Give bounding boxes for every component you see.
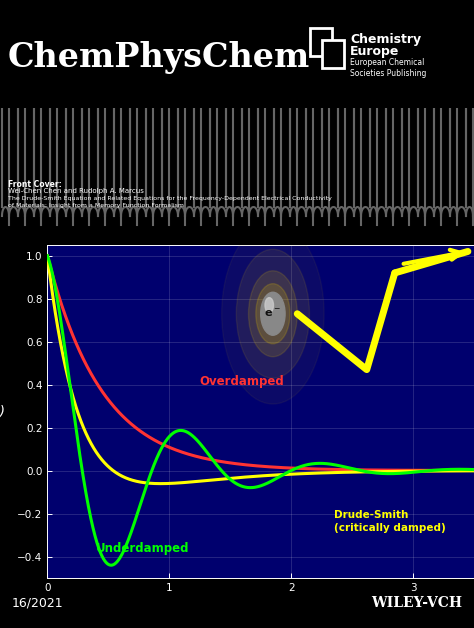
Text: European Chemical
Societies Publishing: European Chemical Societies Publishing	[350, 58, 427, 78]
Text: Underdamped: Underdamped	[96, 542, 190, 555]
Text: 16/2021: 16/2021	[12, 597, 64, 610]
Bar	[322, 40, 344, 68]
Bar	[310, 28, 332, 56]
Text: WILEY-VCH: WILEY-VCH	[371, 596, 462, 610]
Text: ChemPhysChem: ChemPhysChem	[8, 41, 310, 75]
Text: Europe: Europe	[350, 45, 400, 58]
Y-axis label: C(t): C(t)	[0, 404, 5, 418]
Text: The Drude-Smith Equation and Related Equations for the Frequency-Dependent Elect: The Drude-Smith Equation and Related Equ…	[8, 196, 332, 201]
Text: Wei-Chen Chen and Rudolph A. Marcus: Wei-Chen Chen and Rudolph A. Marcus	[8, 188, 144, 194]
Text: e$^-$: e$^-$	[264, 308, 281, 319]
Text: of Materials: Insight from a Memory Function Formalism: of Materials: Insight from a Memory Func…	[8, 203, 184, 208]
Circle shape	[256, 284, 290, 344]
Text: Chemistry: Chemistry	[350, 33, 421, 46]
Circle shape	[261, 292, 285, 335]
Text: Drude-Smith
(critically damped): Drude-Smith (critically damped)	[334, 511, 446, 533]
Circle shape	[237, 249, 310, 378]
Circle shape	[248, 271, 297, 357]
Text: Front Cover:: Front Cover:	[8, 180, 62, 189]
Circle shape	[222, 224, 324, 404]
Text: Overdamped: Overdamped	[200, 375, 284, 387]
Circle shape	[265, 298, 273, 313]
